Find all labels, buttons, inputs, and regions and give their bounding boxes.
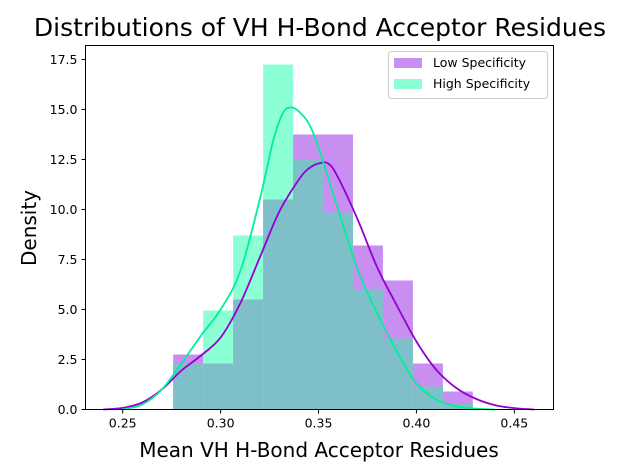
plot-frame <box>85 45 554 410</box>
x-tick-label: 0.25 <box>109 416 137 431</box>
y-tick-label: 2.5 <box>58 352 78 367</box>
legend-label-low-specificity: Low Specificity <box>433 55 527 70</box>
y-tick-label: 7.5 <box>58 252 78 267</box>
x-tick-label: 0.45 <box>500 416 528 431</box>
x-tick-label: 0.35 <box>305 416 333 431</box>
legend-box <box>388 51 548 99</box>
y-tick-label: 5.0 <box>58 302 78 317</box>
bar-overlap-7 <box>352 289 383 410</box>
plot-area <box>103 64 534 411</box>
y-tick-label: 12.5 <box>50 152 78 167</box>
bar-overlap-1 <box>173 363 204 410</box>
kde-line-high-specificity <box>122 106 495 411</box>
bar-overlap-8 <box>382 338 413 410</box>
legend: Low Specificity High Specificity <box>388 51 548 99</box>
y-tick-label: 0.0 <box>58 402 78 417</box>
x-tick-label: 0.40 <box>403 416 431 431</box>
kde-line-low-specificity <box>103 161 534 411</box>
x-axis-label: Mean VH H-Bond Acceptor Residues <box>139 438 499 462</box>
bar-overlap-5 <box>293 159 324 410</box>
bar-overlap-2 <box>203 363 234 410</box>
y-axis-label: Density <box>17 190 41 266</box>
y-tick-label: 15.0 <box>50 102 78 117</box>
y-tick-label: 17.5 <box>50 52 78 67</box>
legend-swatch-low-specificity <box>394 58 422 68</box>
bar-overlap-3 <box>233 299 264 410</box>
bar-overlap-6 <box>323 212 353 410</box>
y-axis: 0.0 2.5 5.0 7.5 10.0 12.5 15.0 17.5 <box>50 52 86 417</box>
y-tick-label: 10.0 <box>50 202 78 217</box>
chart-title: Distributions of VH H-Bond Acceptor Resi… <box>34 13 606 42</box>
legend-swatch-high-specificity <box>394 79 422 89</box>
bar-overlap-4 <box>263 199 294 410</box>
x-tick-label: 0.30 <box>207 416 235 431</box>
x-axis: 0.25 0.30 0.35 0.40 0.45 <box>109 409 528 431</box>
legend-label-high-specificity: High Specificity <box>433 76 531 91</box>
bar-overlap-9 <box>412 386 443 410</box>
